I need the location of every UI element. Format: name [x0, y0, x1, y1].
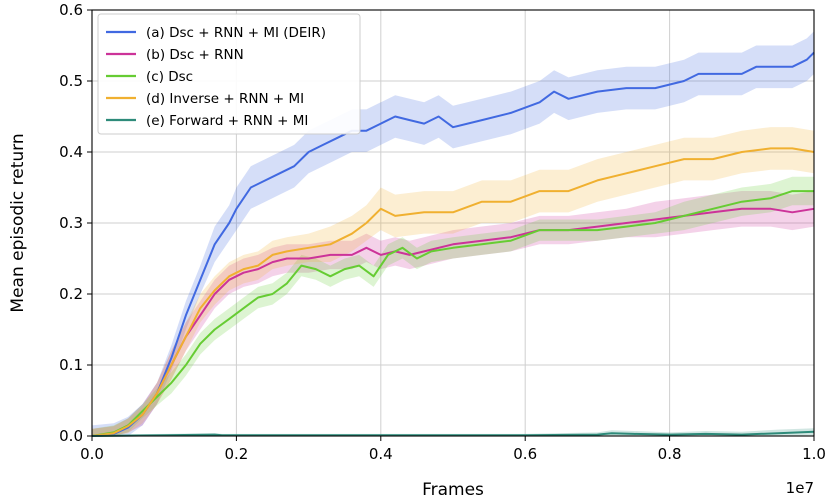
y-axis-ticks: 0.0 0.1 0.2 0.3 0.4 0.5 0.6: [59, 1, 92, 445]
band-b-dsc-rnn: [92, 191, 814, 436]
legend-label: (a) Dsc + RNN + MI (DEIR): [146, 25, 326, 41]
legend-box: [97, 13, 361, 135]
x-tick-label: 0.0: [80, 445, 104, 463]
legend-label: (c) Dsc: [146, 69, 193, 85]
band-d-inverse-rnn-mi: [92, 127, 814, 436]
x-axis-title: Frames: [422, 480, 484, 498]
y-tick-label: 0.1: [59, 356, 83, 374]
x-tick-label: 0.6: [513, 445, 537, 463]
legend: (a) Dsc + RNN + MI (DEIR) (b) Dsc + RNN (c…: [97, 13, 361, 135]
x-tick-label: 0.4: [369, 445, 393, 463]
x-axis-ticks: 0.0 0.2 0.4 0.6 0.8 1.0: [80, 436, 826, 463]
series-line-e-forward-rnn-mi: [91, 430, 815, 437]
x-tick-label: 0.8: [658, 445, 682, 463]
y-tick-label: 0.5: [59, 72, 83, 90]
legend-label: (d) Inverse + RNN + MI: [146, 91, 304, 107]
x-axis-offset-label: 1e7: [786, 479, 814, 497]
y-tick-label: 0.0: [59, 427, 83, 445]
x-tick-label: 0.2: [224, 445, 248, 463]
band-a-dsc-rnn-mi-deir: [92, 31, 814, 437]
series-line-a-dsc-rnn-mi-deir: [91, 51, 815, 437]
series-line-d-inverse-rnn-mi: [91, 147, 815, 437]
y-tick-label: 0.3: [59, 214, 83, 232]
y-tick-label: 0.6: [59, 1, 83, 19]
legend-label: (e) Forward + RNN + MI: [146, 113, 308, 129]
series-line-c-dsc: [91, 190, 814, 437]
x-tick-label: 1.0: [802, 445, 826, 463]
y-tick-label: 0.2: [59, 285, 83, 303]
y-axis-title: Mean episodic return: [8, 133, 28, 312]
series-lines: [91, 51, 815, 437]
legend-label: (b) Dsc + RNN: [146, 47, 244, 63]
y-tick-label: 0.4: [59, 143, 83, 161]
